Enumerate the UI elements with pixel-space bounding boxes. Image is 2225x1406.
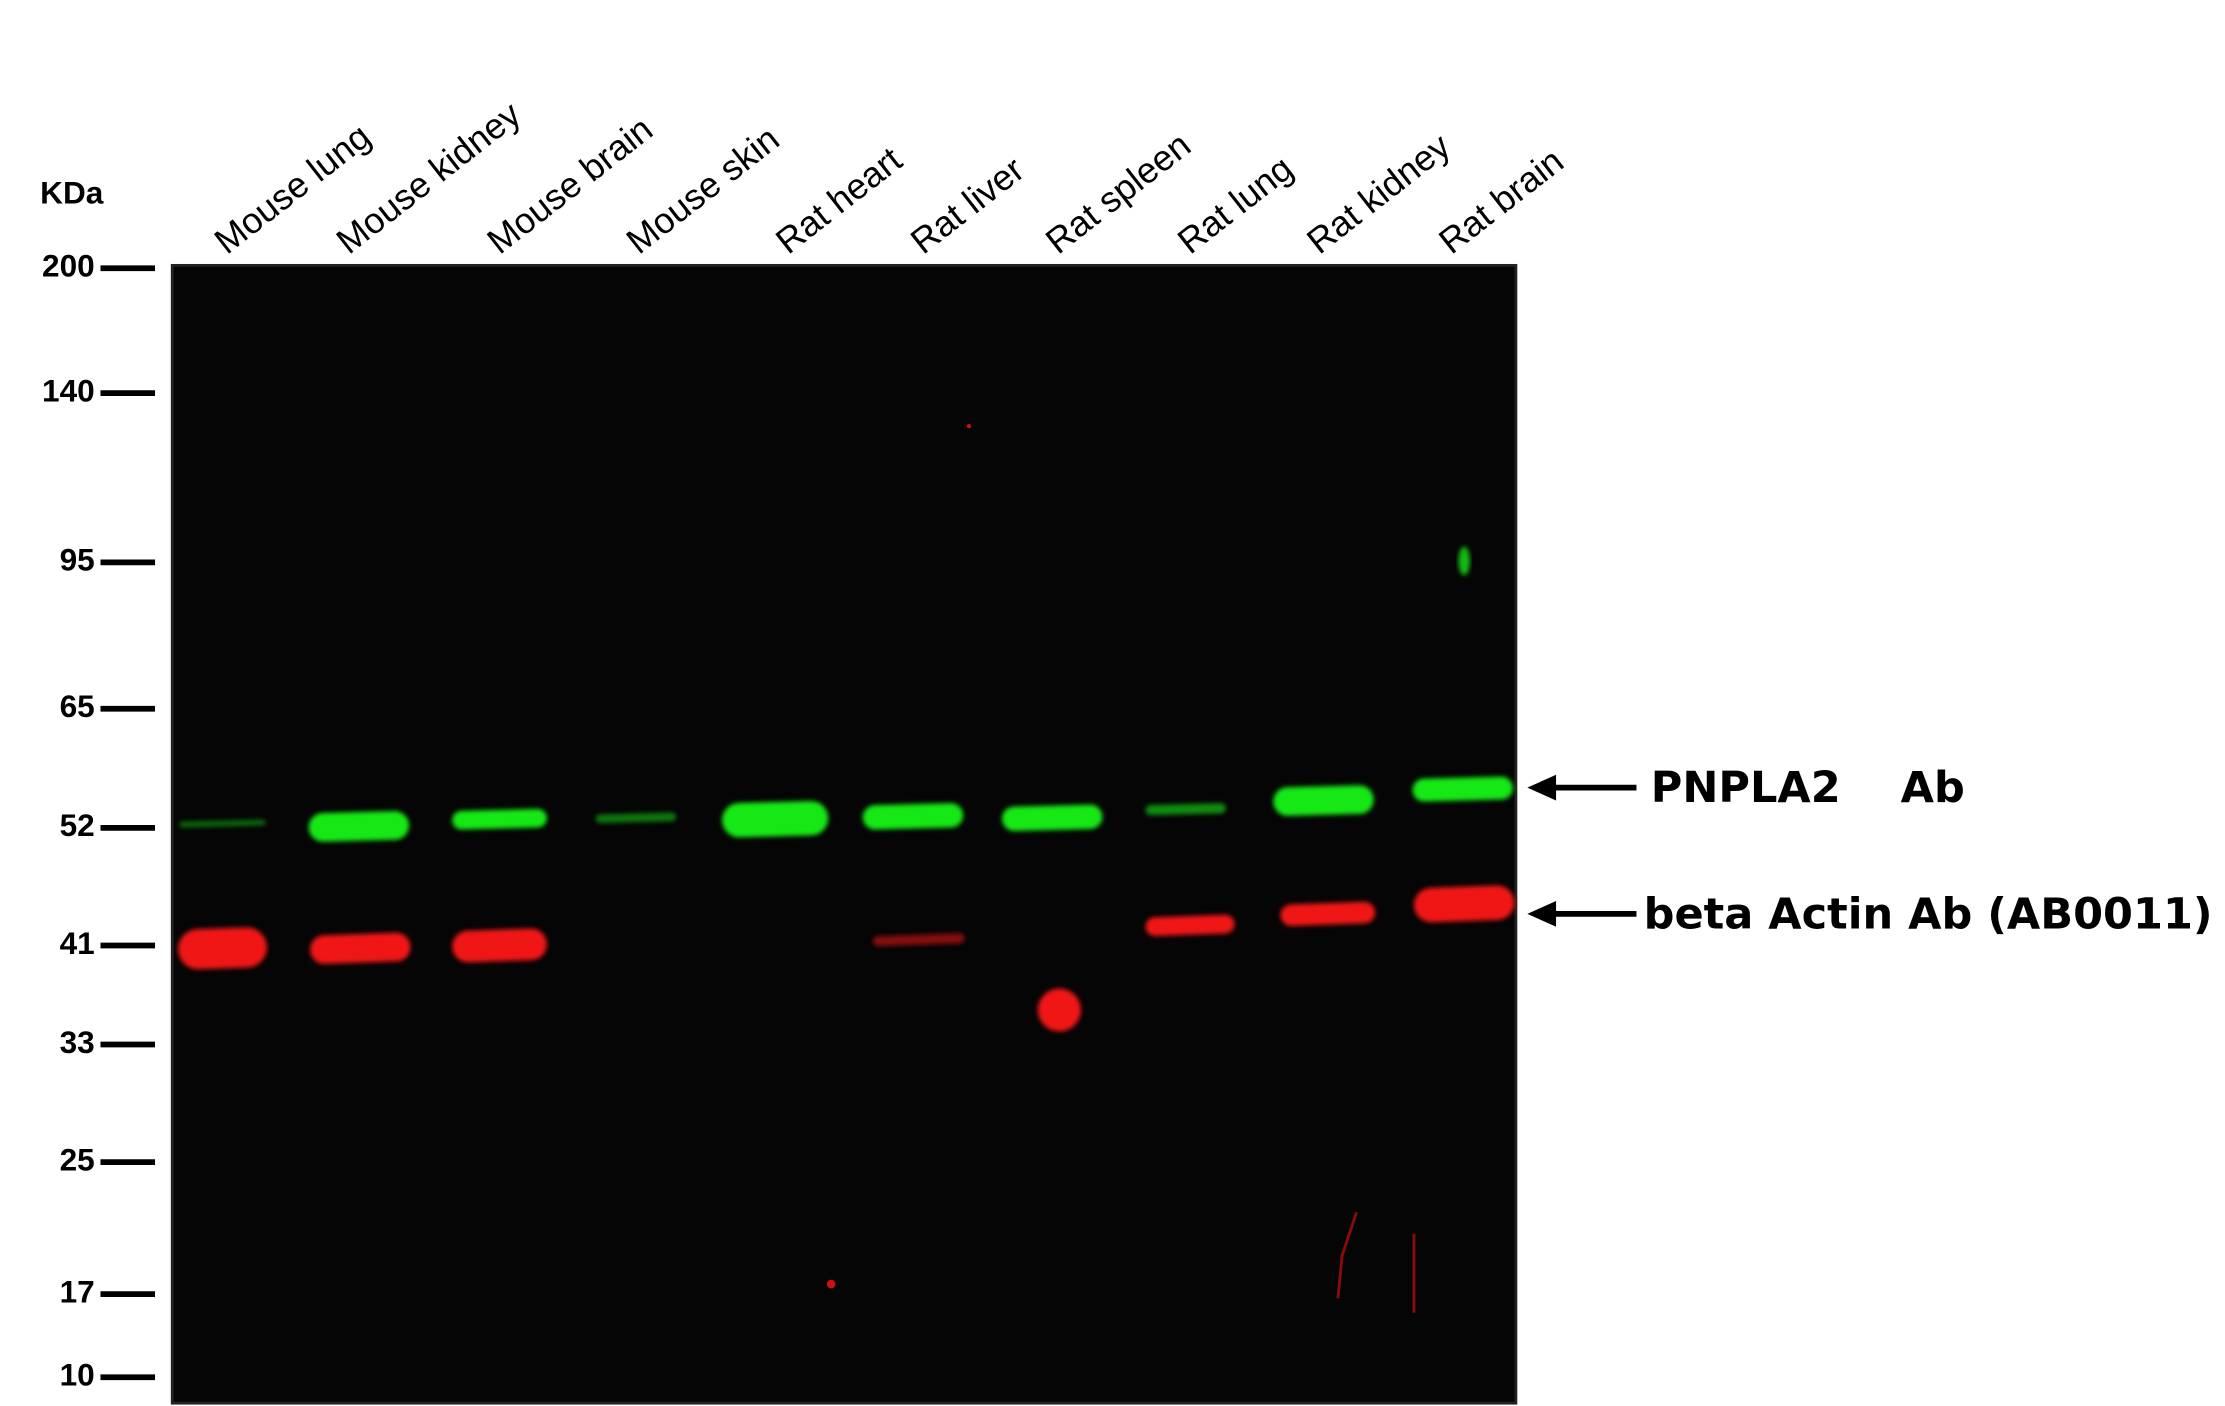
green-band bbox=[862, 803, 964, 830]
green-band bbox=[595, 812, 677, 824]
annotation-arrows bbox=[1527, 774, 1637, 927]
red-speck bbox=[826, 1279, 836, 1289]
red-band bbox=[1413, 885, 1515, 923]
green-band bbox=[179, 819, 266, 828]
green-band bbox=[1145, 803, 1226, 816]
lane-label: Rat heart bbox=[768, 139, 909, 261]
green-band bbox=[1001, 804, 1103, 831]
marker-label: 33 bbox=[60, 1024, 95, 1060]
green-band bbox=[308, 811, 410, 842]
lane-label: Rat lung bbox=[1170, 148, 1300, 262]
marker-label: 25 bbox=[60, 1141, 95, 1177]
green-artifact bbox=[1458, 546, 1470, 576]
green-band bbox=[452, 808, 547, 830]
marker-label: 95 bbox=[60, 542, 95, 578]
marker-label: 41 bbox=[60, 925, 95, 961]
green-band bbox=[722, 801, 829, 838]
red-band bbox=[452, 928, 547, 963]
marker-label: 65 bbox=[60, 688, 95, 724]
marker-label: 10 bbox=[60, 1357, 95, 1393]
red-artifact bbox=[1336, 1211, 1416, 1313]
red-band bbox=[178, 927, 267, 970]
unit-label: KDa bbox=[40, 174, 104, 210]
red-band bbox=[1145, 914, 1235, 936]
band-annotation: beta Actin Ab (AB0011) bbox=[1644, 889, 2213, 939]
green-band bbox=[1273, 785, 1374, 816]
red-band bbox=[872, 933, 965, 947]
marker-label: 52 bbox=[60, 807, 95, 843]
red-artifact bbox=[1037, 988, 1081, 1032]
bands bbox=[178, 423, 1515, 1313]
green-band bbox=[1412, 776, 1513, 802]
lane-label: Rat kidney bbox=[1300, 126, 1458, 262]
lane-label: Rat spleen bbox=[1038, 125, 1198, 262]
lane-label: Rat liver bbox=[903, 149, 1031, 261]
red-speck bbox=[966, 423, 972, 429]
marker-label: 17 bbox=[60, 1273, 95, 1309]
red-band bbox=[1280, 901, 1376, 926]
band-annotation: PNPLA2 Ab bbox=[1651, 763, 1965, 813]
red-band bbox=[310, 932, 411, 964]
marker-label: 200 bbox=[42, 248, 95, 284]
marker-label: 140 bbox=[42, 372, 95, 408]
